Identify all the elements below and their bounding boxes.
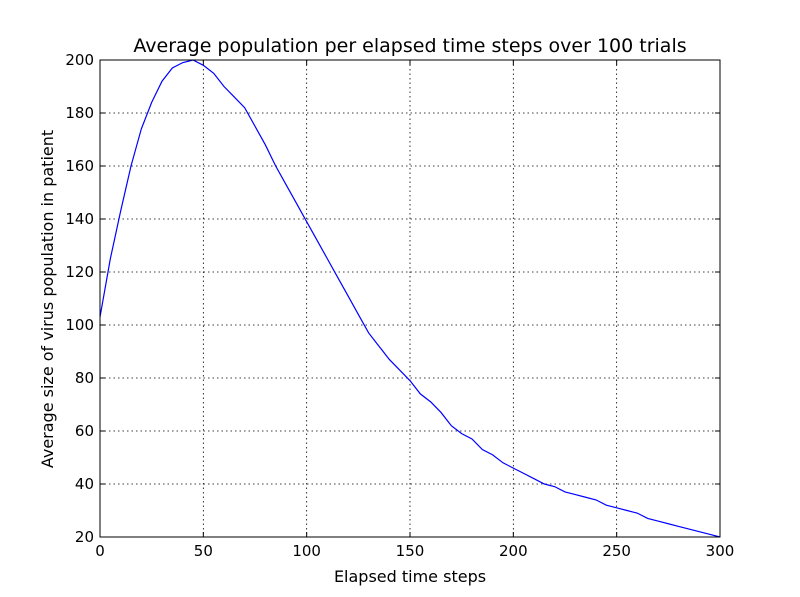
grid-lines <box>99 59 721 538</box>
y-tick-label: 60 <box>75 422 94 440</box>
y-tick-label: 160 <box>65 157 94 175</box>
x-tick-label: 250 <box>602 542 631 560</box>
y-tick-label: 80 <box>75 369 94 387</box>
x-axis: 0 50 100 150 200 250 300 <box>95 60 734 560</box>
y-tick-label: 180 <box>65 104 94 122</box>
x-tick-label: 200 <box>499 542 528 560</box>
y-tick-label: 120 <box>65 263 94 281</box>
y-tick-label: 40 <box>75 475 94 493</box>
x-tick-label: 150 <box>396 542 425 560</box>
x-tick-label: 0 <box>95 542 105 560</box>
x-tick-label: 300 <box>706 542 735 560</box>
y-axis: 20 40 60 80 100 120 140 160 180 200 <box>65 51 720 546</box>
x-tick-label: 100 <box>292 542 321 560</box>
x-axis-label: Elapsed time steps <box>334 567 486 586</box>
x-tick-label: 50 <box>194 542 213 560</box>
y-tick-label: 20 <box>75 528 94 546</box>
y-axis-label: Average size of virus population in pati… <box>38 130 57 468</box>
chart-title: Average population per elapsed time step… <box>133 35 686 57</box>
y-tick-label: 200 <box>65 51 94 69</box>
y-tick-label: 100 <box>65 316 94 334</box>
series-line <box>99 59 721 538</box>
y-tick-label: 140 <box>65 210 94 228</box>
